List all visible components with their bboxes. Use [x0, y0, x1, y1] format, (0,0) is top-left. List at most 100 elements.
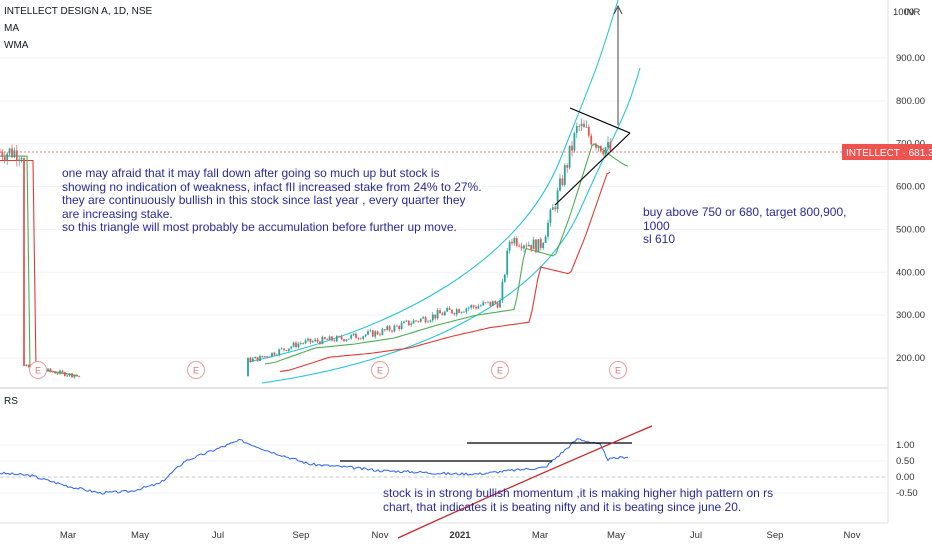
earnings-marker	[491, 361, 509, 379]
candle-body	[367, 331, 369, 335]
candle-body	[371, 330, 374, 337]
earnings-marker-label: E	[193, 366, 199, 376]
candle-body	[338, 336, 341, 337]
candle-body	[602, 151, 605, 155]
candle-body	[482, 302, 485, 306]
candle-body	[537, 239, 540, 253]
candle-body	[412, 320, 415, 324]
target-arrow-head	[613, 4, 623, 15]
time-axis[interactable]: Mar May Jul Sep Nov 2021 Mar May Jul Sep Nov	[60, 530, 861, 541]
candle-body	[403, 321, 405, 324]
price-tick-label: 200.00	[896, 353, 925, 364]
rs-tick-label: -0.50	[896, 488, 918, 499]
candle-body	[580, 123, 583, 127]
candle-body	[523, 245, 525, 249]
candle-body	[3, 156, 6, 161]
candle-body	[357, 338, 360, 340]
candle-body	[530, 244, 533, 250]
time-tick-label: Sep	[293, 530, 310, 541]
candle-body	[609, 142, 612, 151]
wma-legend[interactable]: WMA	[4, 40, 29, 51]
candle-body	[249, 357, 252, 362]
candle-body	[68, 373, 71, 376]
candle-body	[326, 339, 329, 340]
candle-body	[73, 375, 76, 378]
price-tag-text: INTELLECT · 681.30	[846, 148, 932, 159]
ma-legend[interactable]: MA	[4, 23, 19, 34]
candle-body	[477, 306, 480, 309]
candle-body	[422, 317, 425, 319]
candle-body	[350, 335, 353, 339]
symbol-title[interactable]: INTELLECT DESIGN A, 1D, NSE	[4, 6, 153, 17]
candle-body	[364, 334, 367, 337]
candle-body	[283, 348, 285, 350]
candle-body	[487, 301, 489, 303]
candle-body	[587, 126, 590, 136]
candle-body	[261, 356, 264, 358]
candle-body	[475, 306, 477, 309]
candle-body	[407, 320, 410, 326]
candle-body	[518, 245, 521, 247]
candle-body	[304, 340, 307, 344]
candle-body	[496, 303, 499, 308]
candle-body	[54, 372, 57, 374]
candle-body	[13, 150, 16, 158]
candle-body	[515, 237, 518, 246]
rs-line	[0, 438, 629, 495]
candle-body	[595, 144, 597, 148]
candle-body	[314, 339, 317, 342]
time-tick-label: Sep	[767, 530, 784, 541]
candle-body	[434, 314, 437, 319]
candle-body	[431, 314, 434, 321]
candle-body	[273, 352, 276, 356]
note-left: one may afraid that it may fall down aft…	[62, 166, 482, 234]
candle-body	[563, 165, 566, 185]
rs-tick-label: 0.50	[896, 456, 915, 467]
candle-body	[597, 145, 600, 148]
candles	[0, 118, 612, 379]
rs-legend[interactable]: RS	[4, 396, 18, 407]
candle-body	[355, 333, 357, 339]
candle-body	[302, 343, 305, 345]
candle-body	[386, 326, 389, 331]
rs-path	[0, 438, 629, 495]
price-tag	[842, 144, 932, 160]
candle-body	[573, 133, 576, 151]
candle-body	[559, 178, 561, 191]
candle-body	[554, 207, 557, 210]
candle-body	[271, 352, 273, 357]
candle-body	[299, 343, 302, 345]
candle-body	[410, 323, 413, 326]
time-tick-label: Jul	[690, 530, 702, 541]
candle-body	[494, 301, 497, 304]
candle-body	[451, 309, 453, 314]
candle-body	[23, 158, 25, 366]
price-tick-label: 600.00	[896, 182, 925, 193]
candle-body	[383, 329, 386, 331]
earnings-marker-label: E	[35, 366, 41, 376]
candle-body	[551, 207, 554, 210]
candle-body	[335, 336, 338, 342]
candle-body	[568, 145, 571, 168]
candle-body	[400, 323, 403, 330]
candle-body	[511, 241, 513, 244]
candle-body	[20, 158, 23, 160]
candle-body	[352, 333, 355, 336]
candle-body	[331, 336, 333, 341]
candle-body	[607, 142, 609, 148]
candle-body	[503, 274, 506, 282]
rs-axis[interactable]: -0.50 0.00 0.50 1.00	[896, 440, 918, 499]
candle-body	[527, 244, 530, 247]
candle-body	[1, 151, 4, 157]
candle-body	[49, 368, 52, 372]
candle-body	[381, 329, 384, 335]
candle-body	[427, 321, 429, 323]
candle-body	[343, 339, 345, 342]
candle-body	[419, 318, 422, 322]
price-axis[interactable]: 200.00300.00400.00500.00600.00700.00800.…	[896, 53, 925, 364]
candle-body	[441, 313, 444, 316]
candle-body	[501, 281, 504, 301]
candle-body	[51, 371, 54, 373]
candle-body	[458, 309, 461, 313]
